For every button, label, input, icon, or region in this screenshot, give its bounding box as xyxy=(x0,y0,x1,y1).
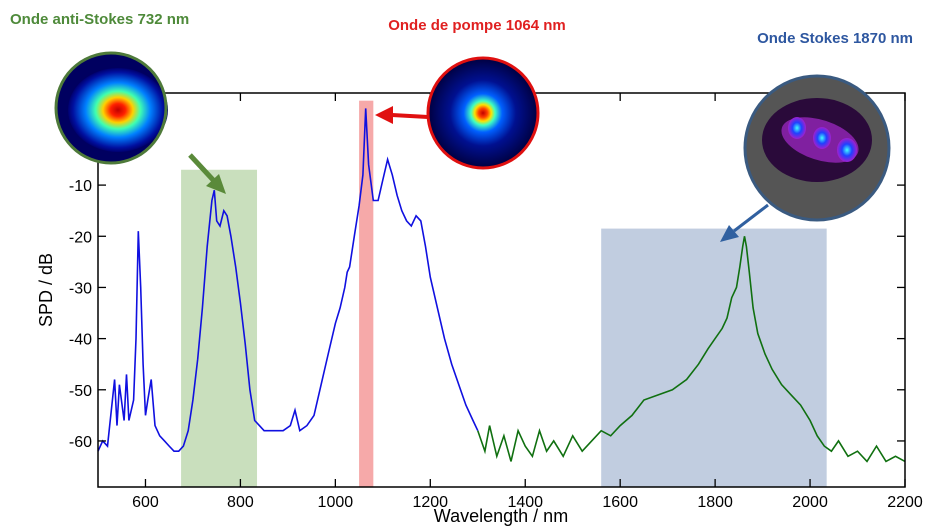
stokes-beam xyxy=(743,74,891,222)
y-tick-label: -20 xyxy=(69,229,92,246)
y-axis-label: SPD / dB xyxy=(36,253,56,327)
x-tick-label: 2200 xyxy=(887,494,923,511)
x-tick-label: 1400 xyxy=(507,494,543,511)
ticks: 600 800 1000 1200 1400 1600 1800 2000 2200 -60 -50… xyxy=(69,93,923,511)
plot-area xyxy=(97,100,906,488)
x-tick-label: 2000 xyxy=(792,494,828,511)
x-tick-label: 800 xyxy=(227,494,254,511)
x-tick-label: 1600 xyxy=(602,494,638,511)
highlight-band xyxy=(601,228,827,487)
spectrum-line xyxy=(97,108,479,452)
highlight-band xyxy=(359,100,374,487)
annotation: Onde Stokes 1870 nm xyxy=(757,30,913,47)
x-tick-label: 1800 xyxy=(697,494,733,511)
x-tick-label: 600 xyxy=(132,494,159,511)
y-tick-label: -50 xyxy=(69,383,92,400)
y-tick-label: -40 xyxy=(69,332,92,349)
x-axis-label: Wavelength / nm xyxy=(434,506,568,526)
spectrum-line xyxy=(477,236,906,463)
x-tick-label: 1000 xyxy=(318,494,354,511)
highlight-band xyxy=(181,169,258,488)
y-tick-label: -10 xyxy=(69,178,92,195)
y-tick-label: -30 xyxy=(69,280,92,297)
annotation: Onde de pompe 1064 nm xyxy=(388,17,566,34)
pump-beam xyxy=(426,56,540,170)
x-tick-label: 1200 xyxy=(412,494,448,511)
arrows xyxy=(188,106,769,242)
annotations: Onde anti-Stokes 732 nm Onde de pompe 106… xyxy=(10,11,913,47)
anti-stokes-beam xyxy=(54,51,168,165)
annotation: Onde anti-Stokes 732 nm xyxy=(10,11,189,28)
y-tick-label: -60 xyxy=(69,434,92,451)
